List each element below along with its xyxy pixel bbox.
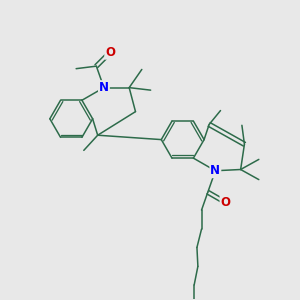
Text: N: N bbox=[99, 81, 109, 94]
Text: O: O bbox=[220, 196, 230, 209]
Text: O: O bbox=[105, 46, 115, 59]
Text: N: N bbox=[210, 164, 220, 177]
